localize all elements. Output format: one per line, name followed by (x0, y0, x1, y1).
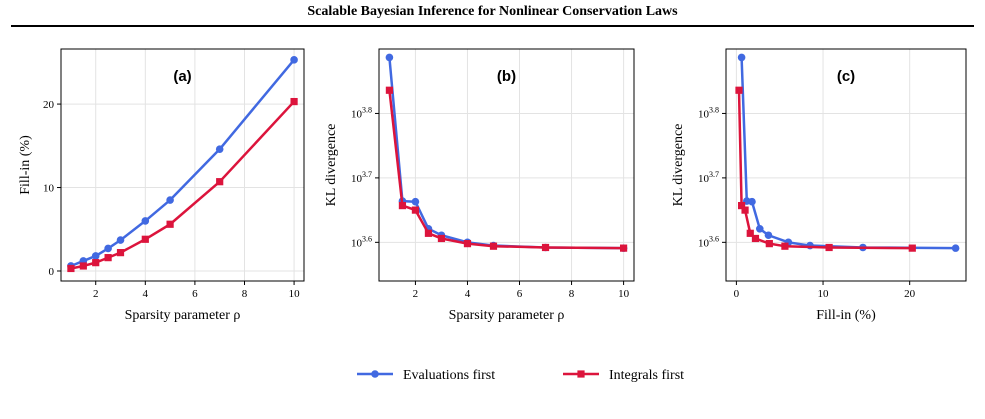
axes-frame (725, 48, 967, 282)
series-line-evaluations-first (740, 57, 956, 250)
x-tick-label: 8 (242, 288, 248, 300)
data-point-evaluations-first (104, 244, 112, 253)
data-point-integrals-first (437, 234, 446, 243)
x-tick-label: 0 (734, 288, 740, 300)
y-tick-label: 103.6 (351, 234, 372, 249)
data-point-integrals-first (908, 244, 916, 252)
x-tick-label: 4 (143, 288, 149, 300)
data-point-integrals-first (398, 202, 407, 210)
data-point-integrals-first (290, 97, 298, 106)
data-point-integrals-first (141, 235, 149, 243)
data-point-integrals-first (825, 243, 833, 252)
panel-label: (b) (497, 68, 516, 85)
data-point-evaluations-first (215, 145, 224, 153)
x-tick-label: 6 (192, 288, 198, 300)
y-tick-label: 103.8 (698, 105, 719, 120)
data-point-integrals-first (737, 202, 746, 210)
data-point-evaluations-first (141, 217, 150, 225)
axes-frame (60, 48, 305, 282)
data-point-evaluations-first (385, 53, 394, 62)
data-point-integrals-first (385, 86, 394, 94)
y-tick-label: 10 (43, 183, 55, 195)
x-tick-label: 10 (818, 288, 830, 300)
legend: Evaluations first Integrals first (357, 368, 684, 383)
data-point-integrals-first (619, 244, 628, 252)
data-point-integrals-first (751, 234, 760, 243)
data-point-integrals-first (765, 240, 773, 248)
data-point-integrals-first (104, 254, 112, 262)
data-point-evaluations-first (91, 252, 100, 260)
x-axis-label: Sparsity parameter ρ (125, 308, 241, 323)
legend-label: Integrals first (609, 368, 684, 383)
data-point-integrals-first (216, 178, 224, 186)
panel-label: (a) (173, 68, 191, 85)
data-point-evaluations-first (951, 244, 960, 252)
data-point-evaluations-first (411, 197, 420, 206)
legend-marker-square (577, 370, 585, 378)
x-tick-label: 10 (289, 288, 301, 300)
legend-item-evaluations-first: Evaluations first (357, 368, 495, 383)
x-tick-label: 6 (517, 288, 523, 300)
data-point-integrals-first (424, 229, 433, 237)
data-point-evaluations-first (764, 231, 773, 240)
y-tick-label: 103.7 (698, 170, 719, 185)
data-point-integrals-first (116, 249, 125, 257)
data-point-evaluations-first (737, 53, 746, 62)
y-tick-label: 103.8 (351, 105, 372, 120)
y-axis-label: Fill-in (%) (18, 135, 33, 195)
data-point-evaluations-first (748, 197, 756, 206)
y-tick-label: 103.7 (351, 170, 372, 185)
data-point-integrals-first (92, 259, 100, 267)
panel-c: 0 10 20 103.6 103.7 103.8 Fill-in (%) KL diverg… (671, 48, 967, 323)
data-point-integrals-first (746, 229, 754, 237)
x-tick-label: 20 (904, 288, 916, 300)
data-point-integrals-first (166, 220, 174, 228)
x-tick-label: 10 (618, 288, 630, 300)
data-point-integrals-first (735, 86, 743, 94)
data-point-integrals-first (541, 243, 550, 252)
data-point-integrals-first (67, 264, 75, 273)
data-point-integrals-first (489, 242, 498, 250)
series-line-evaluations-first (388, 57, 624, 250)
data-point-integrals-first (781, 242, 789, 250)
y-tick-label: 103.6 (698, 234, 719, 249)
x-tick-label: 4 (465, 288, 471, 300)
data-point-evaluations-first (290, 56, 298, 64)
data-point-integrals-first (79, 262, 87, 270)
y-tick-label: 20 (43, 99, 55, 111)
x-axis-label: Fill-in (%) (816, 308, 876, 323)
series-line-integrals-first (70, 100, 295, 270)
axes-frame (378, 48, 635, 282)
data-point-integrals-first (463, 240, 472, 248)
data-point-evaluations-first (755, 225, 764, 233)
panel-a: 2 4 6 8 10 0 10 20 Sparsity parameter ρ Fill-in (… (18, 48, 305, 323)
data-point-evaluations-first (166, 196, 174, 204)
series-line-evaluations-first (70, 59, 296, 268)
y-axis-label: KL divergence (671, 124, 686, 207)
legend-label: Evaluations first (403, 368, 495, 383)
panel-b: 2 4 6 8 10 103.6 103.7 103.8 Sparsity parameter … (324, 48, 635, 323)
panel-label: (c) (837, 68, 855, 85)
y-tick-label: 0 (49, 266, 55, 278)
data-point-integrals-first (741, 206, 749, 214)
legend-item-integrals-first: Integrals first (563, 368, 684, 383)
x-tick-label: 8 (569, 288, 575, 300)
x-tick-label: 2 (93, 288, 99, 300)
data-point-integrals-first (411, 206, 420, 214)
running-header: Scalable Bayesian Inference for Nonlinea… (307, 4, 678, 19)
x-axis-label: Sparsity parameter ρ (449, 308, 565, 323)
x-tick-label: 2 (413, 288, 419, 300)
y-axis-label: KL divergence (324, 124, 339, 207)
data-point-evaluations-first (116, 236, 125, 244)
legend-marker-circle (371, 370, 379, 378)
header-rule (11, 25, 974, 27)
